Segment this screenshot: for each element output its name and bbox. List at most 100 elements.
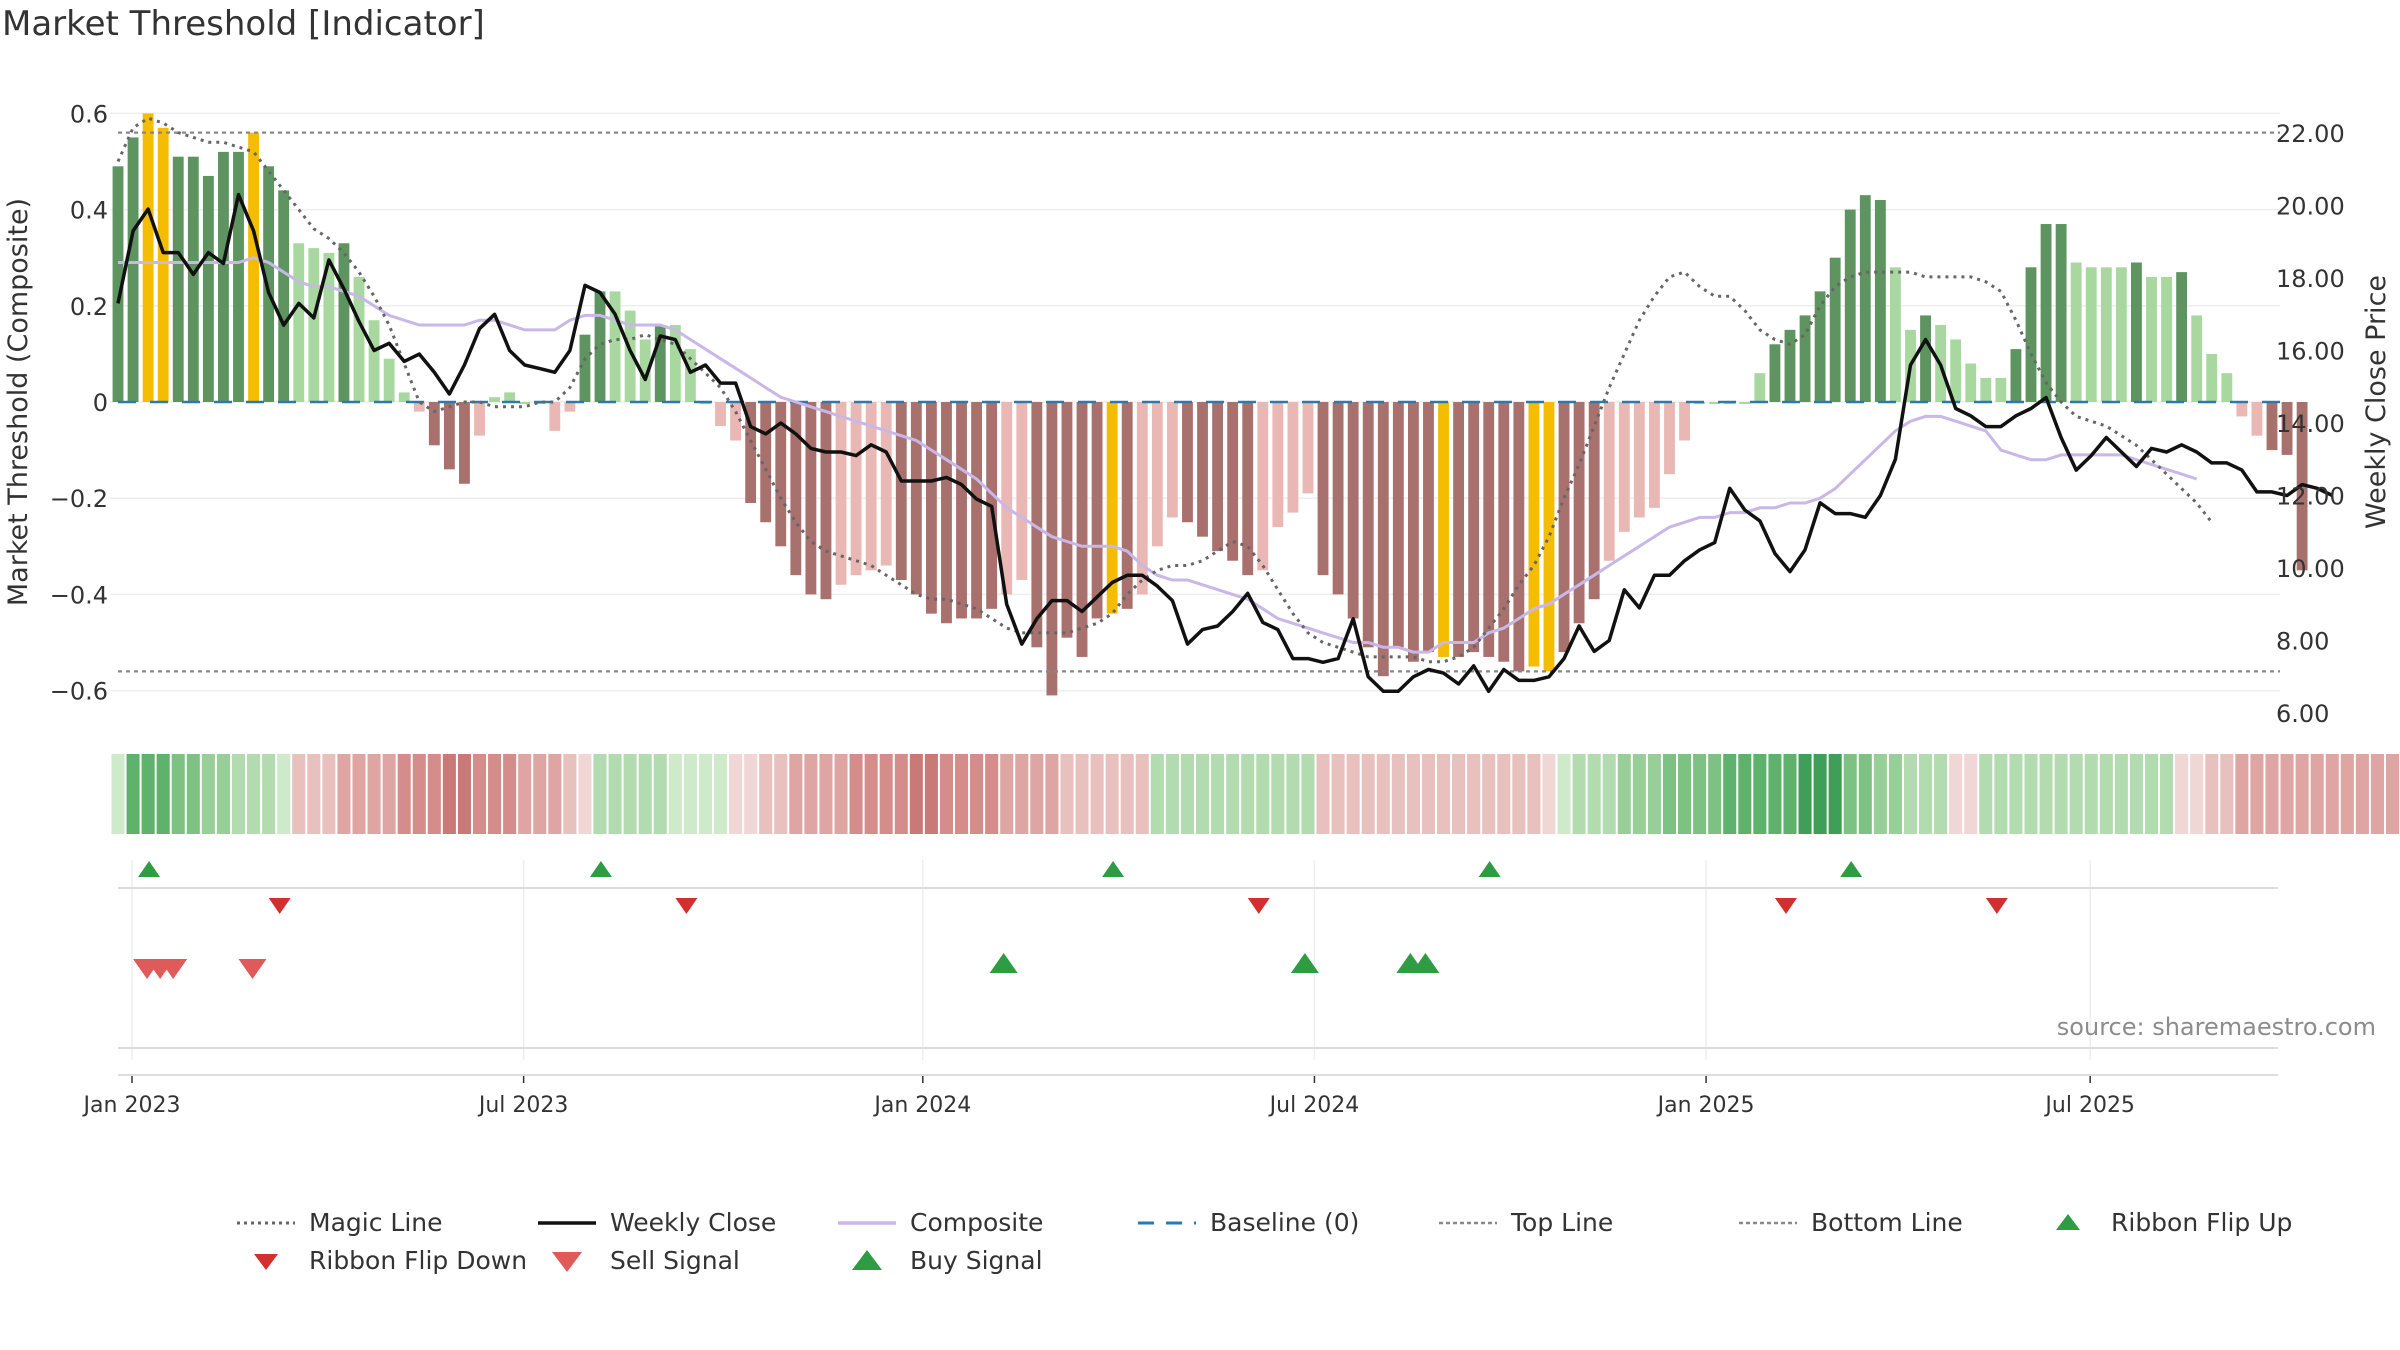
composite-bar xyxy=(1799,315,1811,402)
composite-bar xyxy=(157,127,169,402)
ribbon-cell xyxy=(1015,754,1029,834)
composite-bar xyxy=(263,166,275,402)
composite-bar xyxy=(2266,402,2278,451)
composite-bar xyxy=(1709,402,1721,404)
ribbon-cell xyxy=(2009,754,2023,834)
ribbon-cell xyxy=(457,754,471,834)
composite-bar xyxy=(1227,402,1239,561)
y-right-tick-label: 20.00 xyxy=(2276,193,2345,221)
ribbon-cell xyxy=(1361,754,1375,834)
ribbon-cell xyxy=(1165,754,1179,834)
ribbon-cell xyxy=(412,754,426,834)
ribbon-cell xyxy=(789,754,803,834)
composite-bar xyxy=(1965,363,1977,402)
ribbon-flip-up-marker xyxy=(1102,861,1125,877)
ribbon-cell xyxy=(819,754,833,834)
ribbon-cell xyxy=(2114,754,2128,834)
ribbon-cell xyxy=(744,754,758,834)
composite-bar xyxy=(1483,402,1495,657)
ribbon-cell xyxy=(954,754,969,834)
composite-bar xyxy=(1001,402,1013,595)
composite-bar xyxy=(2236,402,2248,417)
x-tick-label: Jan 2023 xyxy=(82,1093,181,1118)
ribbon-cell xyxy=(1391,754,1405,834)
ribbon-cell xyxy=(2084,754,2098,834)
composite-bar xyxy=(1664,402,1675,475)
ribbon-cell xyxy=(1180,754,1194,834)
composite-bar xyxy=(835,402,847,585)
composite-bar xyxy=(1558,402,1570,653)
ribbon-cell xyxy=(1888,754,1902,834)
ribbon-cell xyxy=(2054,754,2068,834)
ribbon-cell xyxy=(1346,754,1360,834)
ribbon-cell xyxy=(1979,754,1993,834)
ribbon-cell xyxy=(1226,754,1240,834)
ribbon-cell xyxy=(668,754,682,834)
ribbon-cell xyxy=(1497,754,1511,834)
ribbon-flip-down-marker xyxy=(1985,898,2008,914)
ribbon-cell xyxy=(2310,754,2324,834)
composite-bar xyxy=(112,166,124,402)
composite-bar xyxy=(1046,402,1058,696)
composite-bar xyxy=(1407,402,1419,662)
ribbon-cell xyxy=(1301,754,1315,834)
composite-bar xyxy=(1166,402,1178,518)
composite-bar xyxy=(504,392,516,402)
composite-bar xyxy=(1739,402,1751,404)
x-tick-label: Jan 2025 xyxy=(1656,1093,1755,1118)
ribbon-cell xyxy=(1723,754,1737,834)
ribbon-cell xyxy=(1286,754,1300,834)
composite-bar xyxy=(1347,402,1359,619)
composite-bar xyxy=(2025,267,2037,402)
ribbon-cell xyxy=(774,754,788,834)
grid-layer xyxy=(110,112,2280,1060)
ribbon-cell xyxy=(427,754,441,834)
ribbon-cell xyxy=(186,754,200,834)
composite-bar xyxy=(368,320,380,402)
ribbon-cell xyxy=(1045,754,1059,834)
composite-bar xyxy=(654,325,666,402)
ribbon-cell xyxy=(1903,754,1918,834)
ribbon-cell xyxy=(1753,754,1767,834)
ribbon-cell xyxy=(322,754,336,834)
ribbon-cell xyxy=(1708,754,1722,834)
buy-signal-marker xyxy=(989,953,1018,973)
composite-bar xyxy=(609,291,621,402)
composite-bar xyxy=(2191,315,2203,402)
composite-bar xyxy=(941,402,952,624)
ribbon-cell xyxy=(593,754,607,834)
composite-bar xyxy=(398,392,410,402)
composite-bar xyxy=(1392,402,1404,648)
composite-bar xyxy=(1182,402,1193,523)
composite-bar xyxy=(1920,315,1931,402)
ribbon-flip-down-marker xyxy=(268,898,291,914)
ribbon-cell xyxy=(638,754,652,834)
ribbon-cell xyxy=(2295,754,2309,834)
ribbon-cell xyxy=(2205,754,2219,834)
composite-bar xyxy=(2221,373,2233,402)
composite-bar xyxy=(1754,373,1766,402)
x-tick-label: Jul 2025 xyxy=(2043,1093,2135,1118)
ribbon-cell xyxy=(1075,754,1089,834)
ribbon-cell xyxy=(2144,754,2159,834)
ribbon-cell xyxy=(2220,754,2234,834)
ribbon-cell xyxy=(337,754,351,834)
ribbon-cell xyxy=(1813,754,1827,834)
ribbon-cell xyxy=(2385,754,2400,834)
composite-bar xyxy=(278,190,290,402)
y-right-tick-label: 10.00 xyxy=(2276,555,2345,583)
composite-bar xyxy=(1588,402,1600,600)
y-right-axis-label: Weekly Close Price xyxy=(2361,275,2392,529)
y-left-axis-label: Market Threshold (Composite) xyxy=(3,198,34,606)
composite-bar xyxy=(1317,402,1329,576)
ribbon-cell xyxy=(578,754,592,834)
ribbon-cell xyxy=(759,754,773,834)
ribbon-cell xyxy=(397,754,411,834)
composite-bar xyxy=(564,402,576,412)
composite-bar xyxy=(760,402,772,523)
ribbon-cell xyxy=(1557,754,1571,834)
buy-signal-marker xyxy=(1411,953,1440,973)
ribbon-cell xyxy=(1135,754,1149,834)
ribbon-cell xyxy=(352,754,366,834)
